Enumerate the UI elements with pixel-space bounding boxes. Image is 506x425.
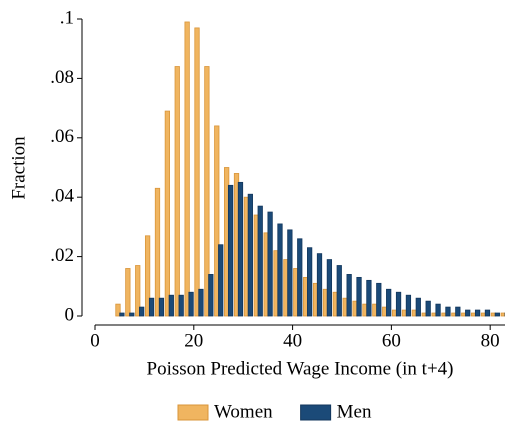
bar	[376, 282, 382, 317]
bar	[386, 288, 392, 317]
bar	[154, 187, 161, 317]
bar	[158, 297, 165, 317]
bar	[214, 125, 220, 317]
x-tick-label: 60	[382, 330, 401, 351]
y-tick-label: 0	[65, 304, 75, 325]
legend-label: Men	[337, 401, 372, 422]
bar	[346, 274, 352, 317]
bar	[297, 238, 303, 317]
x-axis-label: Poisson Predicted Wage Income (in t+4)	[147, 358, 454, 379]
x-tick-label: 20	[184, 330, 203, 351]
bar	[129, 312, 135, 317]
bar	[119, 312, 125, 317]
bar	[125, 268, 131, 317]
bar	[218, 244, 224, 317]
bar	[366, 279, 372, 317]
bar	[148, 297, 155, 317]
bar	[139, 306, 145, 317]
legend-label: Women	[214, 401, 273, 422]
bar	[326, 259, 333, 317]
x-tick-label: 80	[481, 330, 500, 351]
plot	[115, 21, 505, 317]
x-tick-label: 0	[90, 330, 100, 351]
bar	[395, 291, 402, 317]
bar	[287, 229, 293, 317]
bar	[356, 276, 362, 317]
bar	[415, 297, 421, 317]
bar	[500, 312, 505, 317]
bar	[425, 300, 431, 317]
bar	[445, 306, 451, 317]
y-tick-label: .08	[50, 67, 74, 88]
y-tick-label: .04	[50, 186, 74, 207]
bar	[484, 309, 491, 317]
legend-swatch	[177, 404, 209, 421]
bar	[455, 306, 461, 317]
x-tick-label: 40	[283, 330, 302, 351]
bar	[208, 274, 214, 317]
bar	[164, 110, 170, 317]
bar	[174, 66, 180, 317]
bar	[135, 265, 141, 317]
legend-swatch	[300, 404, 332, 421]
bar	[204, 66, 210, 317]
bar	[336, 265, 342, 317]
bar	[316, 253, 323, 317]
bar	[237, 181, 244, 317]
bar	[267, 211, 273, 317]
bar	[144, 235, 151, 317]
bar	[405, 294, 412, 317]
bar	[188, 291, 194, 317]
bar	[227, 184, 234, 317]
y-tick-label: .06	[50, 126, 74, 147]
bar	[474, 309, 481, 317]
bar	[115, 303, 121, 317]
bar	[494, 312, 500, 317]
bar	[194, 27, 200, 317]
y-tick-label: .1	[60, 7, 74, 28]
bar	[178, 294, 184, 317]
bar	[198, 288, 204, 317]
y-tick-label: .02	[50, 245, 74, 266]
bar	[307, 247, 313, 317]
bar	[435, 303, 441, 317]
bar	[184, 21, 190, 317]
bar	[277, 223, 283, 317]
bar	[465, 309, 471, 317]
bar	[257, 205, 263, 317]
bar	[168, 294, 174, 317]
y-axis-label: Fraction	[8, 136, 29, 200]
bar	[247, 193, 253, 317]
